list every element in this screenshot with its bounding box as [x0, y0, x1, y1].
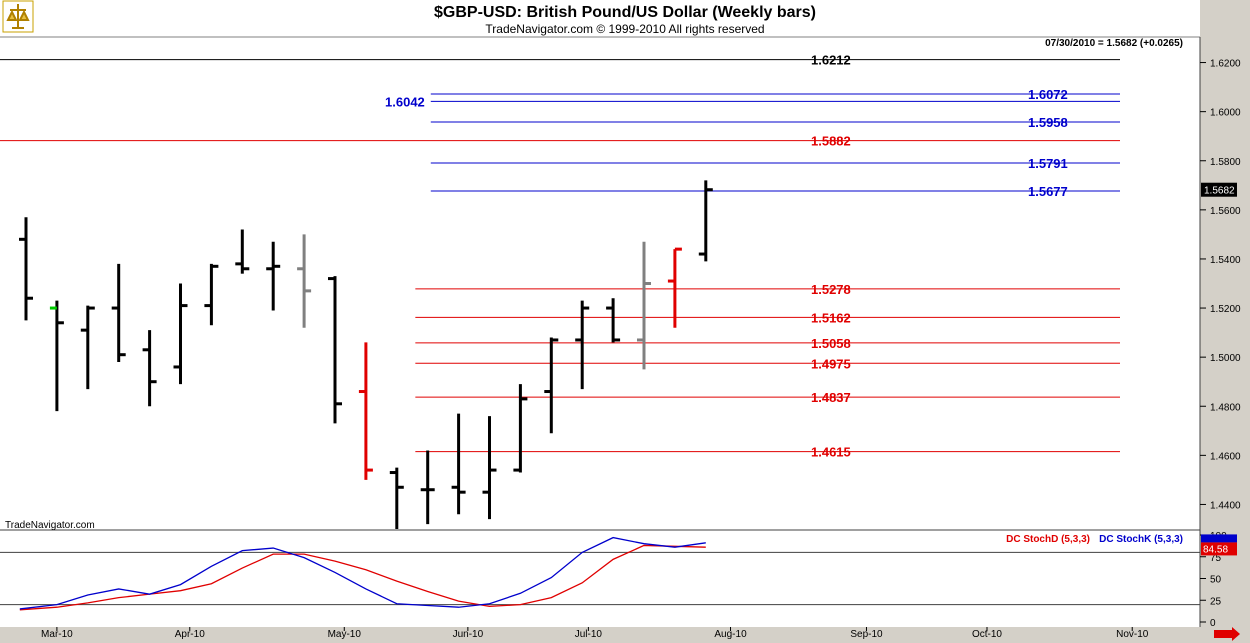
- level-lines: 1.6212 1.6072 1.6042 1.5958 1.5882 1.5791 1.56…: [0, 53, 1120, 460]
- date-axis-tick-label: Aug-10: [714, 629, 747, 640]
- stochastic-panel: 100755025084.58: [0, 531, 1237, 629]
- level-label: 1.5791: [1028, 156, 1068, 171]
- level-label: 1.4615: [811, 445, 851, 460]
- level-label: 1.5162: [811, 310, 851, 325]
- level-label: 1.5677: [1028, 184, 1068, 199]
- date-axis-tick-label: Nov-10: [1116, 629, 1149, 640]
- date-axis-tick-label: Mar-10: [41, 629, 73, 640]
- date-axis-tick-label: Apr-10: [175, 629, 205, 640]
- price-axis-tick-label: 1.6000: [1210, 108, 1241, 119]
- price-axis-tick-label: 1.5800: [1210, 157, 1241, 168]
- price-axis-tick-label: 1.5600: [1210, 206, 1241, 217]
- price-bars: [19, 180, 713, 529]
- stoch-axis-tick-label: 50: [1210, 575, 1222, 586]
- level-label: 1.5958: [1028, 115, 1068, 130]
- stoch-last-value-label: 84.58: [1203, 544, 1228, 555]
- stoch-axis-tick-label: 75: [1210, 553, 1222, 564]
- last-price-box: [1201, 182, 1237, 197]
- legend-stoch-d: DC StochD (5,3,3): [1006, 534, 1090, 545]
- price-axis-tick-label: 1.5200: [1210, 304, 1241, 315]
- chart-title: $GBP-USD: British Pound/US Dollar (Weekl…: [434, 4, 816, 21]
- level-label: 1.6042: [385, 94, 425, 109]
- legend-stoch-k: DC StochK (5,3,3): [1099, 534, 1183, 545]
- date-axis-tick-label: Jun-10: [453, 629, 484, 640]
- level-label: 1.4975: [811, 356, 851, 371]
- price-axis-tick-label: 1.5400: [1210, 255, 1241, 266]
- date-axis-tick-label: Jul-10: [575, 629, 603, 640]
- stoch-last-value-box: [1201, 542, 1237, 556]
- date-axis-tick-label: May-10: [328, 629, 362, 640]
- price-axis-tick-label: 1.4400: [1210, 500, 1241, 511]
- last-quote-readout: 07/30/2010 = 1.5682 (+0.0265): [1045, 38, 1183, 49]
- stoch-axis-tick-label: 25: [1210, 596, 1222, 607]
- price-axis-tick-label: 1.4600: [1210, 451, 1241, 462]
- stoch-axis-tick-label: 0: [1210, 618, 1216, 629]
- level-label: 1.6212: [811, 53, 851, 68]
- level-label: 1.5058: [811, 336, 851, 351]
- date-axis-panel: [0, 627, 1250, 643]
- level-label: 1.5278: [811, 282, 851, 297]
- tradenavigator-logo[interactable]: [2, 0, 34, 33]
- stoch-k-marker: [1201, 534, 1237, 543]
- price-axis-tick-label: 1.5000: [1210, 353, 1241, 364]
- watermark-text: TradeNavigator.com: [5, 520, 95, 531]
- price-axis-tick-label: 1.6200: [1210, 59, 1241, 70]
- scroll-right-arrow-icon[interactable]: [1214, 627, 1240, 641]
- level-label: 1.5882: [811, 134, 851, 149]
- level-label: 1.6072: [1028, 87, 1068, 102]
- last-price-label: 1.5682: [1204, 186, 1235, 197]
- date-axis-tick-label: Sep-10: [850, 629, 883, 640]
- level-label: 1.4837: [811, 390, 851, 405]
- price-axis-tick-label: 1.4800: [1210, 402, 1241, 413]
- stoch-series-line: [19, 536, 706, 610]
- date-axis-tick-label: Oct-10: [972, 629, 1002, 640]
- copyright-subtitle: TradeNavigator.com © 1999-2010 All right…: [485, 22, 764, 36]
- header-area: [0, 0, 1200, 37]
- stoch-series-line: [19, 544, 706, 611]
- date-axis-ticks: Mar-10 Apr-10 May-10 Jun-10 Jul-10 Aug-10 Sep-…: [41, 627, 1149, 640]
- price-axis-ticks: 1.6200 1.6000 1.5800 1.5600 1.5400 1.5200 1.50…: [1200, 59, 1241, 511]
